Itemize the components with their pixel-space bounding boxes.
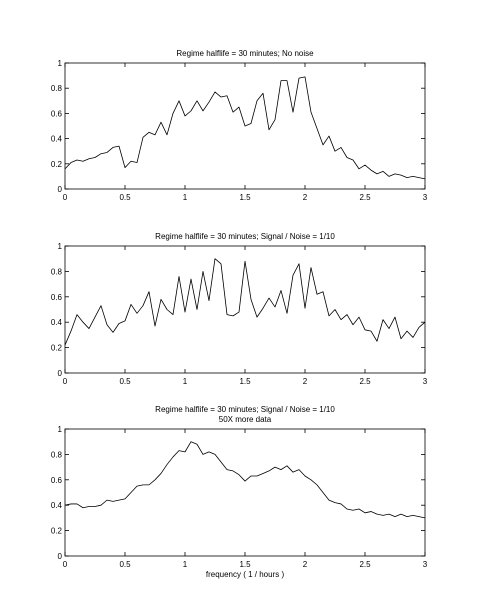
y-tick-label: 0.6 xyxy=(51,476,63,485)
y-tick-label: 0.2 xyxy=(51,527,63,536)
x-axis-label: frequency ( 1 / hours ) xyxy=(206,570,285,579)
y-tick-label: 0.2 xyxy=(51,160,63,169)
y-tick-label: 1 xyxy=(58,425,63,434)
y-tick-label: 1 xyxy=(58,242,63,251)
x-tick-label: 1 xyxy=(183,193,188,202)
y-tick-label: 0.4 xyxy=(51,501,63,510)
x-tick-label: 3 xyxy=(423,193,428,202)
chart-title: Regime halflife = 30 minutes; Signal / N… xyxy=(155,232,335,241)
series-line-1 xyxy=(64,441,426,519)
y-tick-label: 0.4 xyxy=(51,135,63,144)
x-tick-label: 1 xyxy=(183,560,188,569)
y-tick-label: 0.4 xyxy=(51,318,63,327)
plot-frame xyxy=(64,428,426,557)
series-line-1 xyxy=(64,76,426,180)
y-tick-label: 0 xyxy=(58,185,63,194)
chart-title: Regime halflife = 30 minutes; Signal / N… xyxy=(155,405,335,414)
x-tick-label: 2.5 xyxy=(359,377,371,386)
chart-title: 50X more data xyxy=(219,415,272,424)
y-tick-label: 0.8 xyxy=(51,450,63,459)
x-tick-label: 0.5 xyxy=(119,193,131,202)
y-tick-label: 0.2 xyxy=(51,344,63,353)
y-tick-label: 0.6 xyxy=(51,109,63,118)
x-tick-label: 0 xyxy=(63,560,68,569)
y-tick-label: 1 xyxy=(58,59,63,68)
x-tick-label: 1.5 xyxy=(239,560,251,569)
x-tick-label: 2 xyxy=(303,377,308,386)
x-tick-label: 2 xyxy=(303,560,308,569)
x-tick-label: 2.5 xyxy=(359,193,371,202)
x-tick-label: 1.5 xyxy=(239,193,251,202)
x-tick-label: 0.5 xyxy=(119,377,131,386)
chart-panel-3: Regime halflife = 30 minutes; Signal / N… xyxy=(51,405,428,579)
series-line-1 xyxy=(64,258,426,346)
y-tick-label: 0.6 xyxy=(51,293,63,302)
x-tick-label: 0 xyxy=(63,193,68,202)
x-tick-label: 3 xyxy=(423,377,428,386)
x-tick-label: 0 xyxy=(63,377,68,386)
y-tick-label: 0.8 xyxy=(51,84,63,93)
x-tick-label: 1 xyxy=(183,377,188,386)
y-tick-label: 0 xyxy=(58,369,63,378)
chart-title: Regime halflife = 30 minutes; No noise xyxy=(176,49,314,58)
plot-frame xyxy=(64,245,426,374)
chart-panel-2: Regime halflife = 30 minutes; Signal / N… xyxy=(51,232,428,386)
y-tick-label: 0.8 xyxy=(51,267,63,276)
x-tick-label: 2.5 xyxy=(359,560,371,569)
y-tick-label: 0 xyxy=(58,552,63,561)
x-tick-label: 0.5 xyxy=(119,560,131,569)
x-tick-label: 3 xyxy=(423,560,428,569)
x-tick-label: 2 xyxy=(303,193,308,202)
x-tick-label: 1.5 xyxy=(239,377,251,386)
